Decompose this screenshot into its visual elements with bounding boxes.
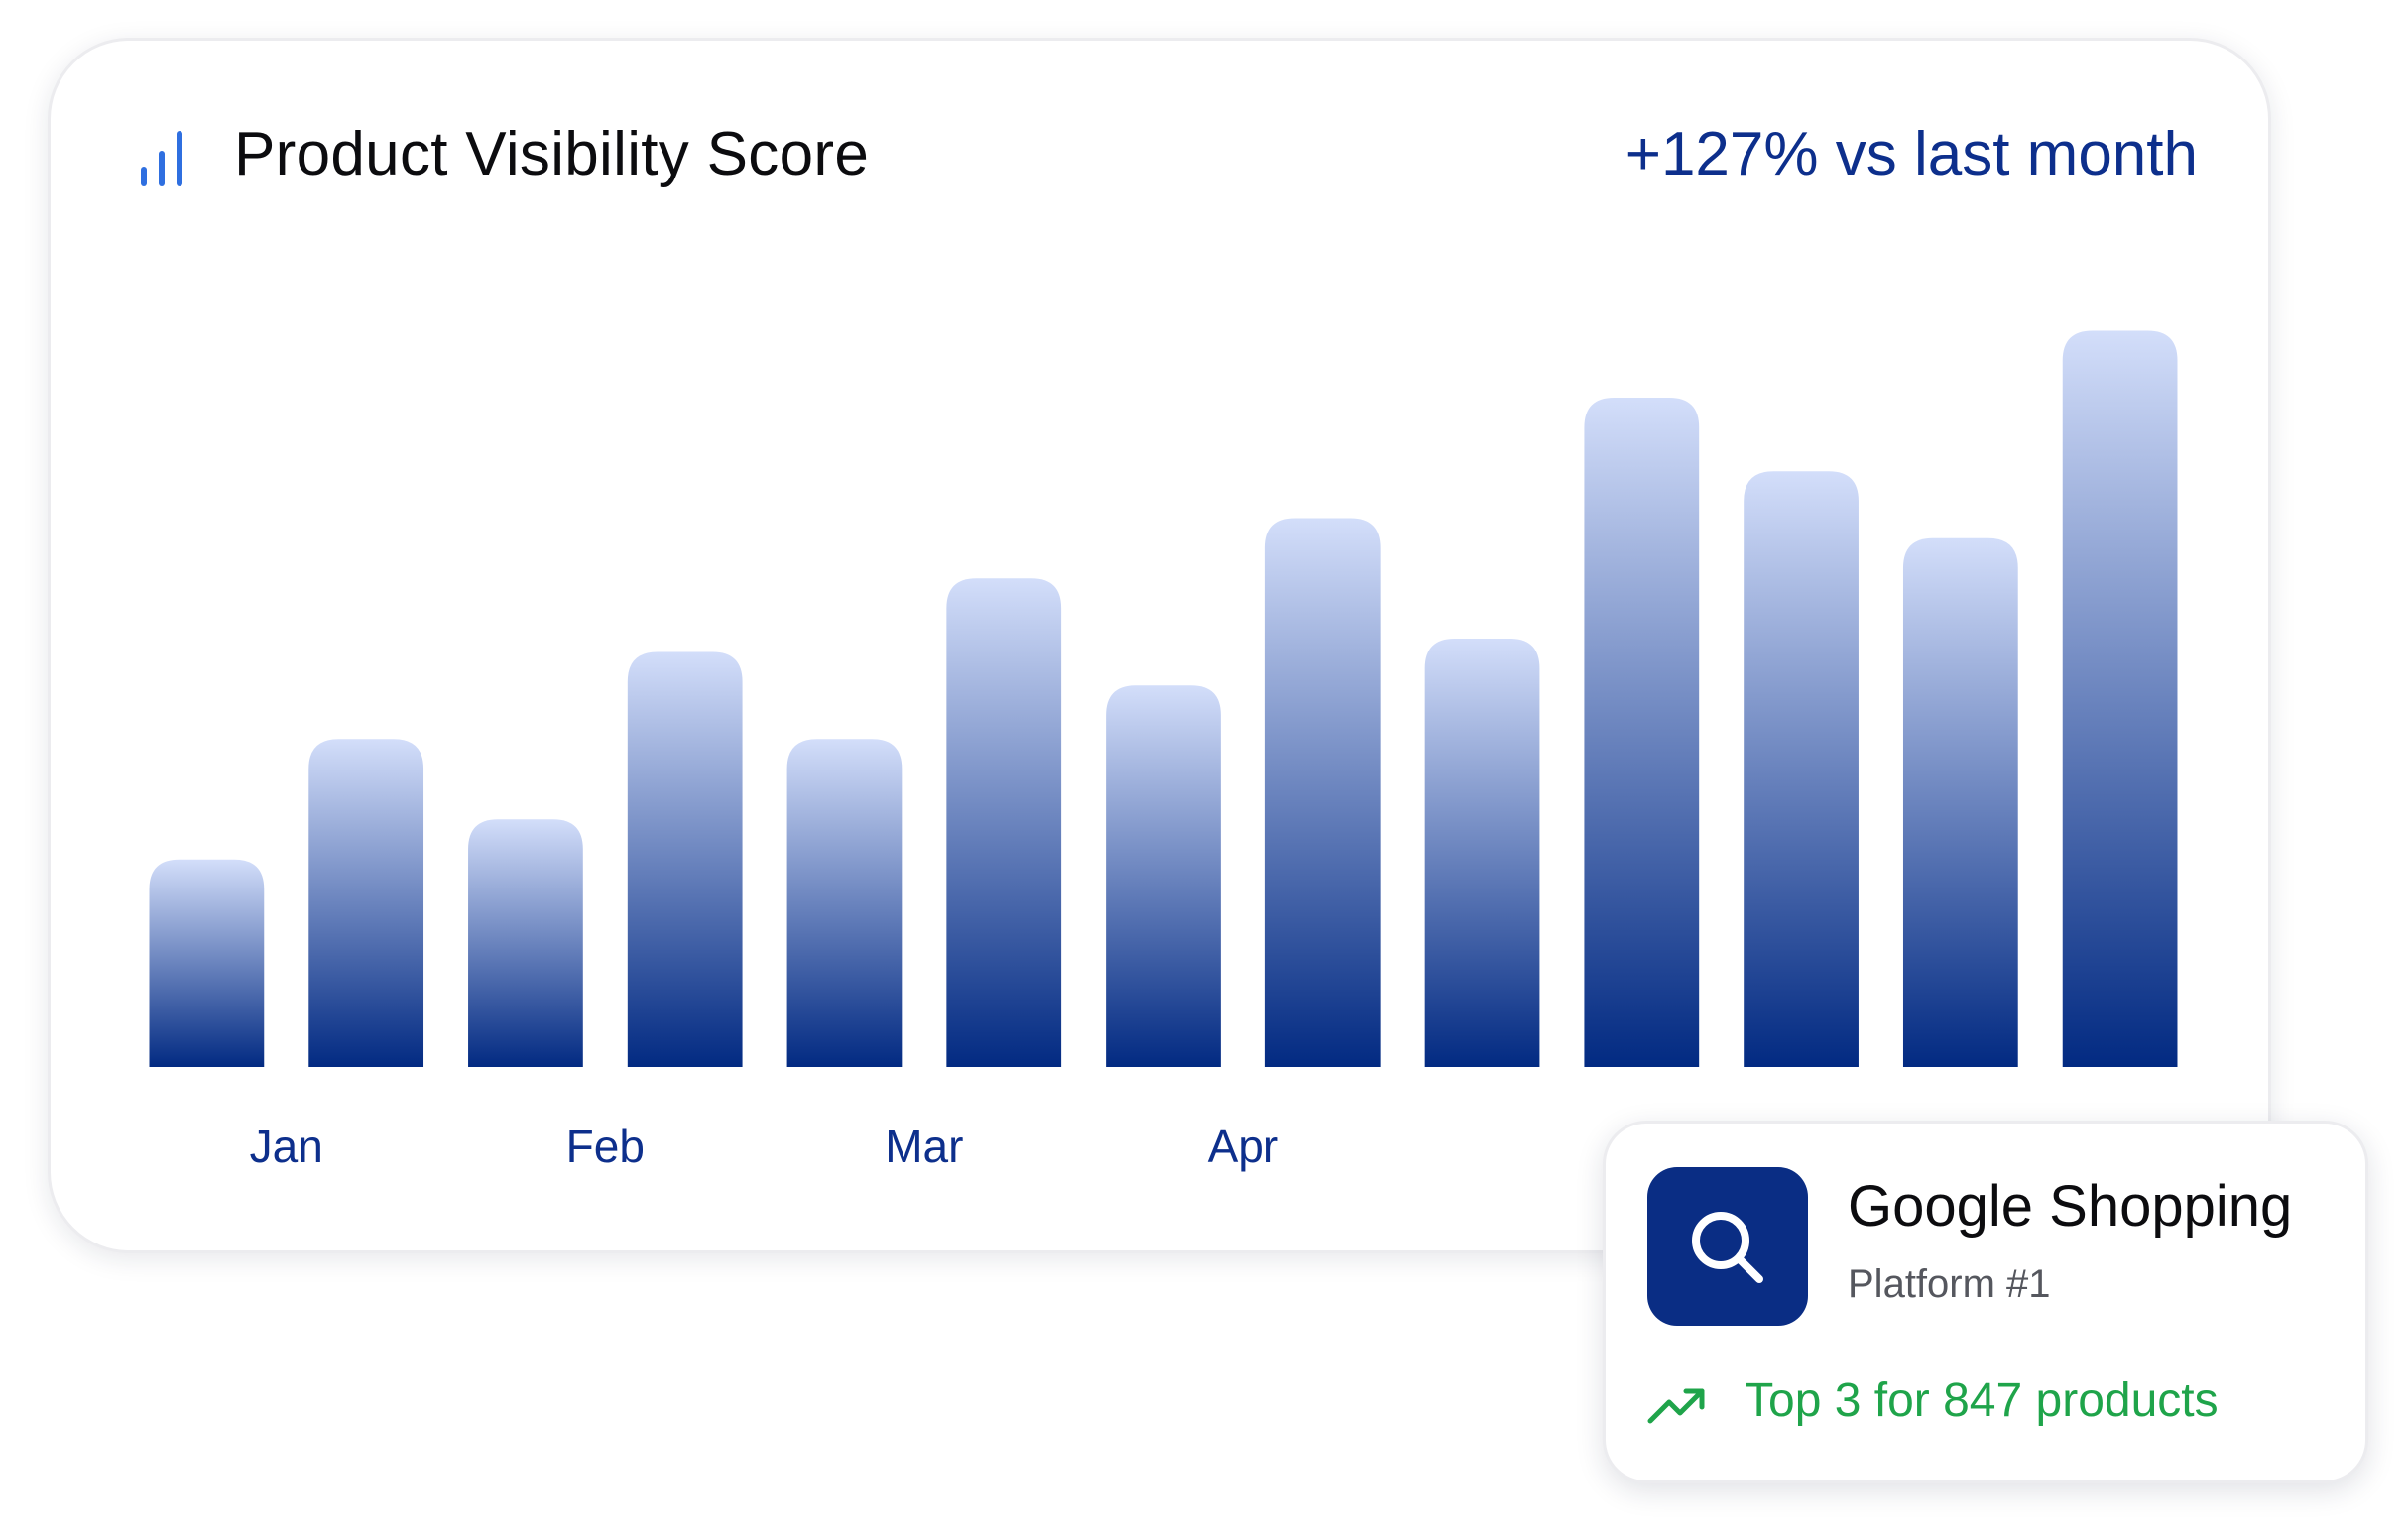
platform-card: Google Shopping Platform #1 Top 3 for 84…	[1603, 1121, 2368, 1483]
x-tick-label: Feb	[566, 1121, 645, 1172]
trending-up-icon	[1647, 1388, 1705, 1424]
bar-10	[1584, 398, 1700, 1067]
trend-text: Top 3 for 847 products	[1745, 1374, 2219, 1427]
bar-4	[627, 651, 743, 1067]
bar-chart-icon	[141, 131, 182, 186]
bar-9	[1424, 639, 1540, 1067]
x-tick-label: Apr	[1208, 1121, 1279, 1172]
platform-rank: Platform #1	[1848, 1262, 2051, 1306]
bar-8	[1264, 518, 1381, 1067]
bar-3	[468, 819, 583, 1067]
bar-5	[786, 739, 903, 1067]
x-tick-label: Mar	[885, 1121, 963, 1172]
platform-name: Google Shopping	[1848, 1174, 2293, 1239]
bar-2	[308, 739, 424, 1067]
chart-title: Product Visibility Score	[234, 120, 870, 188]
search-icon	[1692, 1212, 1763, 1283]
bar-6	[946, 578, 1062, 1067]
bar-7	[1106, 685, 1221, 1067]
x-tick-label: Jan	[250, 1121, 323, 1172]
bar-13	[2062, 330, 2178, 1067]
bar-1	[149, 859, 265, 1067]
bar-11	[1744, 471, 1859, 1067]
platform-icon-tile	[1647, 1167, 1808, 1326]
month-delta: +127% vs last month	[1625, 120, 2198, 188]
bar-12	[1902, 537, 2018, 1067]
